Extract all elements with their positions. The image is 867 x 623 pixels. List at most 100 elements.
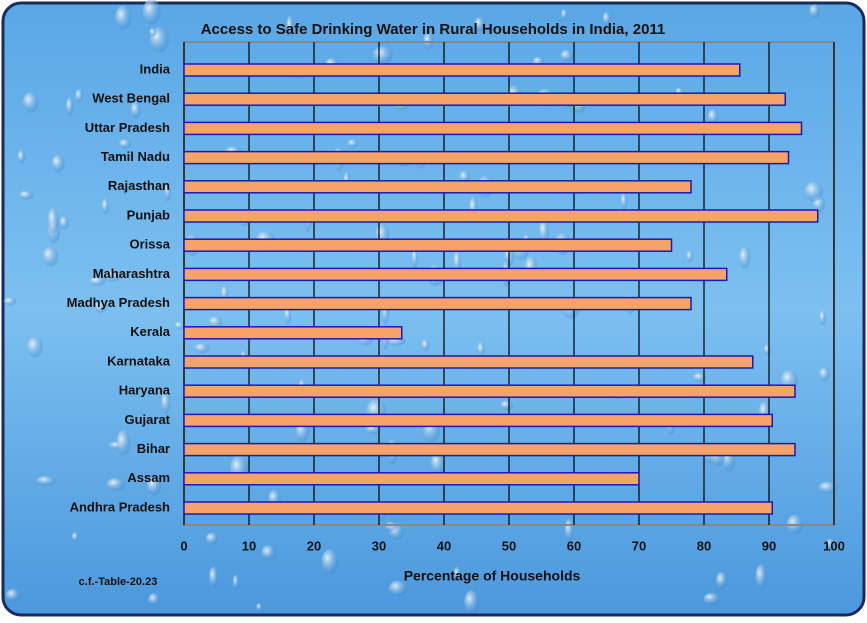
droplet	[94, 300, 107, 313]
droplet	[693, 372, 707, 382]
droplet	[809, 4, 820, 18]
droplet	[130, 101, 141, 119]
x-tick-label: 0	[180, 538, 187, 553]
y-tick-label: Haryana	[119, 383, 171, 398]
droplet	[703, 592, 721, 605]
bar	[183, 180, 692, 194]
y-tick-label: Rajasthan	[108, 178, 170, 193]
droplet	[347, 139, 359, 148]
bar	[183, 442, 796, 457]
droplet	[818, 481, 838, 494]
droplet	[561, 8, 568, 21]
y-tick-label: Andhra Pradesh	[70, 499, 170, 514]
droplet	[819, 310, 826, 326]
droplet	[75, 89, 84, 103]
droplet	[421, 339, 430, 352]
droplet	[286, 15, 294, 38]
bar	[183, 209, 819, 223]
droplet	[825, 538, 835, 550]
droplet	[256, 602, 263, 612]
droplet	[411, 247, 418, 269]
droplet	[538, 219, 550, 245]
droplet	[804, 181, 824, 202]
droplet	[174, 321, 185, 330]
droplet	[707, 108, 719, 125]
droplet	[474, 17, 485, 32]
droplet	[115, 5, 132, 30]
droplet	[819, 367, 830, 382]
droplet	[36, 475, 57, 486]
droplet	[5, 588, 21, 602]
x-tick-label: 50	[502, 538, 516, 553]
y-tick-label: Punjab	[127, 207, 170, 222]
y-tick-label: India	[140, 61, 171, 76]
y-tick-label: Gujarat	[124, 412, 170, 427]
y-tick-label: Orissa	[130, 237, 171, 252]
x-tick-label: 20	[307, 538, 321, 553]
bar	[183, 238, 673, 252]
droplet	[261, 545, 276, 561]
droplet	[89, 276, 106, 286]
droplet	[464, 590, 480, 614]
x-tick-label: 70	[632, 538, 646, 553]
droplet	[284, 305, 292, 325]
x-tick-label: 40	[437, 538, 451, 553]
droplet	[71, 532, 79, 542]
droplet	[384, 521, 398, 532]
droplet	[321, 549, 339, 574]
droplet	[373, 46, 393, 65]
bar	[183, 121, 803, 136]
droplet	[3, 297, 17, 306]
droplet	[142, 0, 161, 25]
droplet	[194, 343, 210, 354]
x-tick-label: 90	[762, 538, 776, 553]
y-tick-label: Bihar	[137, 441, 170, 456]
y-tick-label: Assam	[127, 470, 170, 485]
bar	[183, 92, 786, 106]
bar	[183, 472, 640, 486]
droplet	[389, 580, 408, 597]
x-tick-label: 10	[242, 538, 256, 553]
droplet	[208, 316, 223, 329]
bar	[183, 326, 403, 340]
droplet	[209, 566, 219, 588]
droplet	[59, 216, 69, 230]
droplet	[477, 341, 486, 357]
droplet	[430, 452, 445, 475]
droplet	[47, 207, 59, 234]
y-tick-label: Madhya Pradesh	[67, 295, 170, 310]
bar	[183, 355, 754, 369]
x-tick-label: 60	[567, 538, 581, 553]
droplet	[205, 532, 219, 545]
y-tick-label: Uttar Pradesh	[85, 120, 170, 135]
droplet	[106, 477, 126, 491]
droplet	[22, 92, 39, 113]
droplet	[602, 11, 611, 26]
droplet	[42, 246, 59, 267]
droplet	[26, 336, 43, 358]
bar	[183, 413, 773, 428]
droplet	[148, 593, 161, 606]
droplet	[715, 571, 728, 589]
droplet	[119, 139, 132, 149]
bar	[183, 267, 728, 282]
x-axis-label: Percentage of Households	[404, 568, 581, 584]
y-tick-label: Kerala	[130, 324, 171, 339]
droplet	[149, 28, 157, 37]
chart-title: Access to Safe Drinking Water in Rural H…	[201, 21, 666, 38]
droplet	[755, 564, 767, 590]
y-tick-label: West Bengal	[92, 91, 170, 106]
y-tick-label: Tamil Nadu	[101, 149, 170, 164]
droplet	[66, 97, 74, 116]
x-tick-label: 30	[372, 538, 386, 553]
droplet	[17, 149, 26, 164]
x-tick-label: 80	[697, 538, 711, 553]
x-tick-label: 100	[823, 538, 845, 553]
droplet	[101, 198, 110, 214]
droplet	[116, 430, 131, 456]
droplet	[147, 476, 162, 496]
bar	[183, 150, 790, 165]
droplet	[620, 192, 628, 210]
bar	[183, 63, 741, 77]
droplet	[739, 246, 751, 269]
